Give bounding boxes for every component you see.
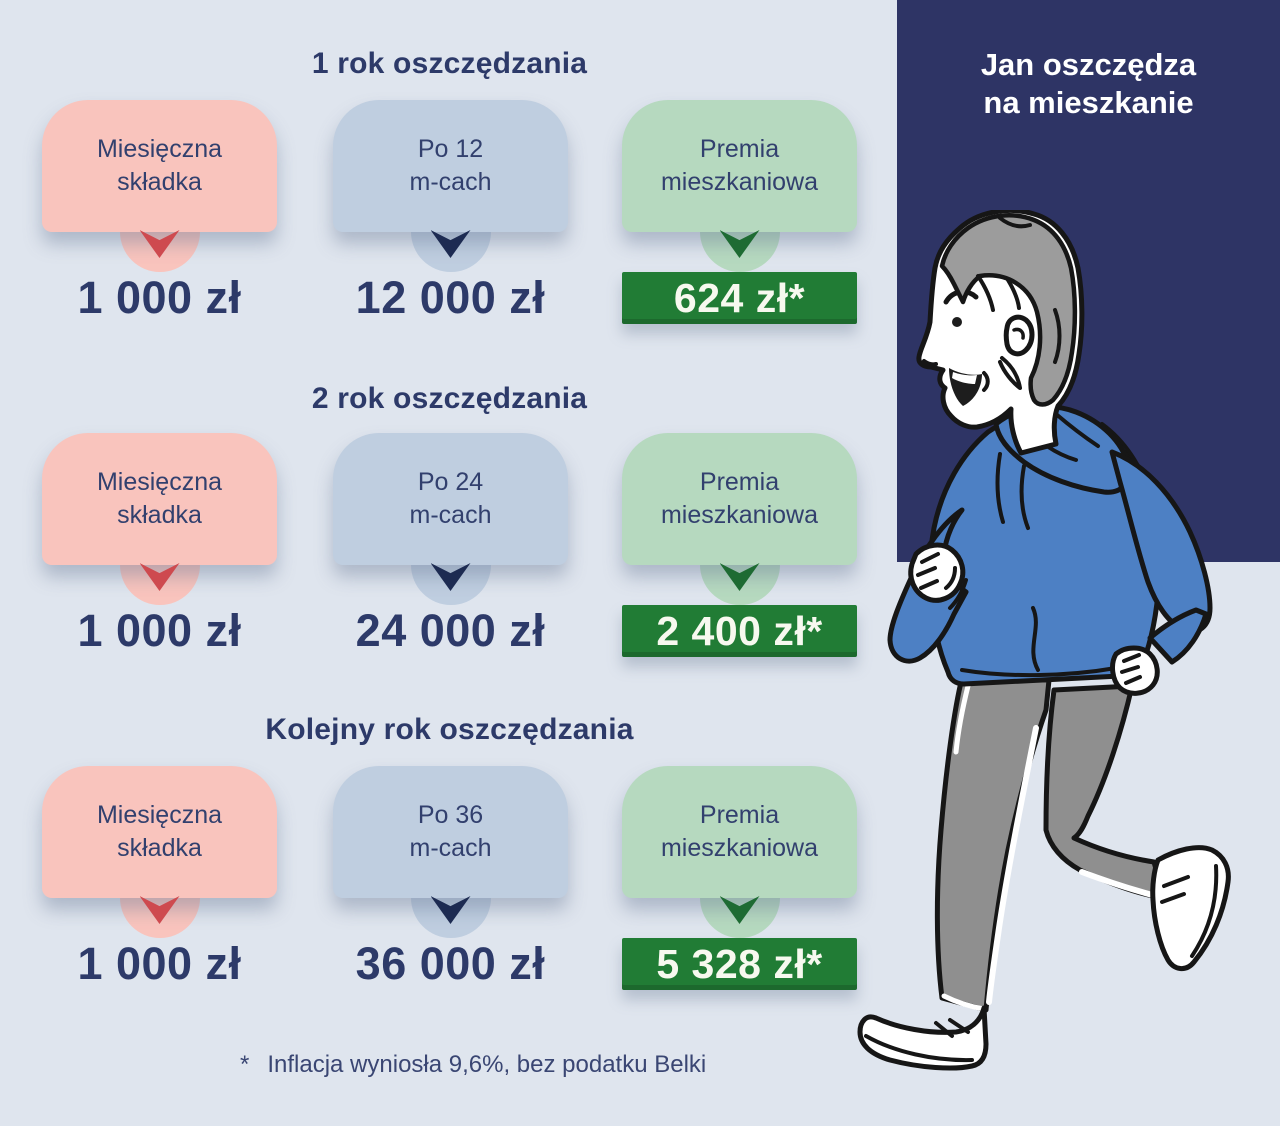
- footnote-text: Inflacja wyniosła 9,6%, bez podatku Belk…: [267, 1051, 707, 1078]
- card-value: 24 000 zł: [355, 605, 546, 656]
- back-leg: [1043, 683, 1167, 901]
- card-label-line1: Po 12: [417, 135, 484, 163]
- card-after-36-months: Po 36 m-cach 36 000 zł: [333, 766, 568, 1001]
- back-shoe: [1150, 845, 1231, 971]
- card-after-24-months: Po 24 m-cach 24 000 zł: [333, 433, 568, 668]
- card-label-box: Po 12 m-cach: [333, 100, 568, 232]
- section-title-year1: 1 rok oszczędzania: [311, 47, 588, 80]
- side-panel: Jan oszczędza na mieszkanie: [897, 0, 1280, 562]
- card-label-line1: Po 24: [417, 468, 484, 496]
- card-label-box: Premia mieszkaniowa: [622, 100, 857, 232]
- card-label-box: Miesięczna składka: [42, 100, 277, 232]
- footnote-marker: *: [240, 1051, 250, 1078]
- card-value: 36 000 zł: [355, 938, 546, 989]
- card-value-badge: 5 328 zł*: [622, 938, 857, 990]
- back-fist: [1110, 645, 1160, 696]
- card-label-line2: m-cach: [409, 501, 492, 529]
- card-label-box: Po 36 m-cach: [333, 766, 568, 898]
- card-value-badge: 2 400 zł*: [622, 605, 857, 657]
- card-monthly-contribution-y2: Miesięczna składka 1 000 zł: [42, 433, 277, 668]
- panel-title-line2: na mieszkanie: [983, 84, 1194, 120]
- footnote: * Inflacja wyniosła 9,6%, bez podatku Be…: [240, 1051, 706, 1079]
- card-after-12-months: Po 12 m-cach 12 000 zł: [333, 100, 568, 335]
- card-label-line2: mieszkaniowa: [660, 168, 818, 196]
- card-housing-bonus-y1: Premia mieszkaniowa 624 zł*: [622, 100, 857, 335]
- card-label-line1: Premia: [699, 468, 780, 496]
- card-label-box: Miesięczna składka: [42, 433, 277, 565]
- card-value-badge: 624 zł*: [622, 272, 857, 324]
- card-label-box: Po 24 m-cach: [333, 433, 568, 565]
- section-title-year3: Kolejny rok oszczędzania: [265, 713, 634, 746]
- card-value: 12 000 zł: [355, 272, 546, 323]
- card-label-line2: mieszkaniowa: [660, 834, 818, 862]
- front-leg: [934, 675, 1052, 1013]
- card-label-line1: Po 36: [417, 801, 484, 829]
- panel-title: Jan oszczędza na mieszkanie: [897, 46, 1280, 122]
- card-label-line1: Premia: [699, 801, 780, 829]
- card-label-line1: Premia: [699, 135, 780, 163]
- card-label-line1: Miesięczna: [96, 468, 223, 496]
- section-title-year2: 2 rok oszczędzania: [311, 382, 588, 415]
- card-monthly-contribution-y1: Miesięczna składka 1 000 zł: [42, 100, 277, 335]
- card-label-box: Miesięczna składka: [42, 766, 277, 898]
- card-label-line2: m-cach: [409, 834, 492, 862]
- card-value: 1 000 zł: [77, 938, 242, 989]
- card-label-line2: mieszkaniowa: [660, 501, 818, 529]
- front-shoe: [857, 1005, 989, 1071]
- card-label-line2: m-cach: [409, 168, 492, 196]
- card-value: 1 000 zł: [77, 605, 242, 656]
- card-label-line1: Miesięczna: [96, 135, 223, 163]
- card-label-line1: Miesięczna: [96, 801, 223, 829]
- card-label-line2: składka: [117, 501, 202, 529]
- card-label-box: Premia mieszkaniowa: [622, 766, 857, 898]
- card-housing-bonus-y2: Premia mieszkaniowa 2 400 zł*: [622, 433, 857, 668]
- card-label-box: Premia mieszkaniowa: [622, 433, 857, 565]
- panel-title-line1: Jan oszczędza: [980, 47, 1197, 82]
- card-value: 1 000 zł: [77, 272, 242, 323]
- card-housing-bonus-y3: Premia mieszkaniowa 5 328 zł*: [622, 766, 857, 1001]
- card-label-line2: składka: [117, 834, 202, 862]
- card-label-line2: składka: [117, 168, 202, 196]
- card-monthly-contribution-y3: Miesięczna składka 1 000 zł: [42, 766, 277, 1001]
